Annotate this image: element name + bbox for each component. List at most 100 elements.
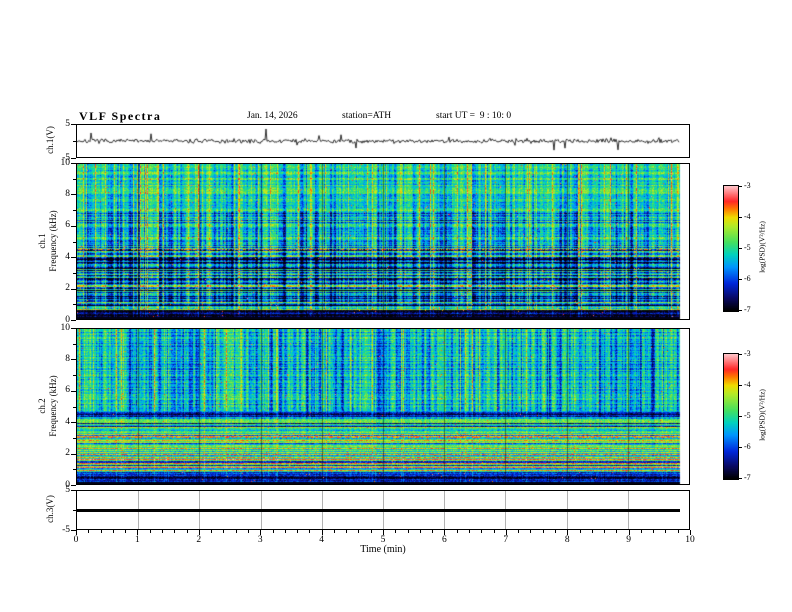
x-tick-mark	[690, 530, 691, 535]
y-tick-mark	[71, 453, 76, 455]
start-ut-label: start UT = 9 : 10: 0	[436, 111, 512, 121]
ch2-spectrogram-panel	[76, 328, 690, 485]
x-tick-mark	[321, 530, 323, 535]
x-tick-mark	[628, 530, 630, 535]
minute-gridline	[628, 491, 629, 529]
x-minor-tick-mark	[653, 530, 655, 533]
minute-gridline	[567, 491, 568, 529]
x-minor-tick-mark	[407, 530, 409, 533]
x-minor-tick-mark	[125, 530, 127, 533]
minute-gridline	[505, 491, 506, 529]
y-minor-tick-mark	[73, 343, 76, 345]
x-minor-tick-mark	[358, 530, 360, 533]
colorbar-tick-label: -3	[744, 181, 751, 190]
x-minor-tick-mark	[112, 530, 114, 533]
y-tick-label: 2	[65, 448, 70, 459]
x-minor-tick-mark	[665, 530, 667, 533]
y-tick-mark	[71, 490, 76, 491]
ch1-spec-channel-label: ch.1	[37, 233, 47, 249]
ch3-flatline-trace	[77, 509, 680, 512]
x-minor-tick-mark	[333, 530, 335, 533]
y-minor-tick-mark	[73, 210, 76, 212]
x-minor-tick-mark	[370, 530, 372, 533]
y-tick-mark	[71, 124, 76, 125]
x-minor-tick-mark	[493, 530, 495, 533]
y-tick-label: 4	[65, 251, 70, 262]
colorbar-tick-label: -7	[744, 473, 751, 482]
y-tick-label: 8	[65, 188, 70, 199]
y-tick-mark	[71, 158, 76, 159]
y-tick-label: 10	[60, 157, 71, 168]
y-tick-mark	[71, 225, 76, 227]
y-tick-label: 10	[60, 322, 71, 333]
colorbar-tick-mark	[739, 248, 742, 249]
x-minor-tick-mark	[211, 530, 213, 533]
x-minor-tick-mark	[162, 530, 163, 533]
x-tick-mark	[76, 530, 77, 535]
x-minor-tick-mark	[235, 530, 237, 533]
y-tick-mark	[71, 359, 76, 361]
date-label: Jan. 14, 2026	[247, 111, 298, 121]
y-tick-mark	[71, 422, 76, 424]
minute-gridline	[322, 491, 323, 529]
x-minor-tick-mark	[579, 530, 581, 533]
x-tick-mark	[137, 530, 139, 535]
x-tick-mark	[383, 530, 384, 535]
ch1-waveform-panel	[76, 124, 690, 158]
minute-gridline	[444, 491, 445, 529]
colorbar-lower	[723, 353, 739, 480]
y-minor-tick-mark	[73, 272, 76, 274]
plot-title: VLF Spectra	[79, 109, 162, 123]
y-minor-tick-mark	[73, 437, 76, 439]
x-minor-tick-mark	[149, 530, 151, 533]
x-tick-label: 10	[685, 535, 695, 545]
colorbar-upper-unit-label: log(PSD)(V²/Hz)	[757, 221, 767, 273]
colorbar-tick-mark	[739, 279, 742, 280]
x-minor-tick-mark	[677, 530, 679, 533]
y-tick-mark	[71, 485, 76, 486]
y-tick-label: 6	[65, 220, 70, 231]
colorbar-tick-mark	[739, 447, 742, 448]
colorbar-tick-label: -5	[744, 243, 751, 252]
colorbar-tick-label: -5	[744, 411, 751, 420]
y-tick-mark	[71, 530, 76, 531]
x-minor-tick-mark	[346, 530, 348, 533]
x-minor-tick-mark	[530, 530, 532, 533]
y-tick-mark	[71, 194, 76, 196]
y-tick-label: 5	[65, 118, 70, 129]
colorbar-tick-label: -4	[744, 212, 751, 221]
colorbar-tick-mark	[739, 478, 742, 479]
x-tick-label: 1	[135, 535, 140, 545]
colorbar-tick-label: -4	[744, 380, 751, 389]
x-minor-tick-mark	[640, 530, 642, 533]
ch1-spectrogram-panel	[76, 163, 690, 320]
y-tick-label: -5	[62, 524, 70, 535]
y-minor-tick-mark	[73, 469, 76, 471]
ch2-spectrogram-heatmap	[77, 329, 689, 484]
minute-gridline	[138, 491, 139, 529]
x-tick-label: 8	[564, 535, 570, 545]
colorbar-tick-mark	[739, 310, 742, 311]
y-minor-tick-mark	[73, 241, 76, 243]
x-minor-tick-mark	[297, 530, 298, 533]
y-tick-label: 5	[65, 484, 70, 495]
y-tick-label: 6	[65, 385, 70, 396]
y-tick-mark	[71, 328, 76, 329]
x-minor-tick-mark	[247, 530, 249, 533]
time-axis-label: Time (min)	[360, 544, 406, 555]
x-tick-label: 3	[257, 535, 263, 545]
x-minor-tick-mark	[309, 530, 311, 533]
x-minor-tick-mark	[456, 530, 458, 533]
colorbar-tick-mark	[739, 354, 742, 355]
x-minor-tick-mark	[481, 530, 483, 533]
y-tick-label: 8	[65, 353, 70, 364]
y-tick-mark	[71, 320, 76, 321]
colorbar-tick-mark	[739, 385, 742, 386]
x-tick-label: 4	[319, 535, 324, 545]
x-minor-tick-mark	[419, 530, 421, 533]
x-tick-mark	[505, 530, 507, 535]
ch3-voltage-axis-label: ch.3(V)	[45, 495, 55, 523]
colorbar-tick-mark	[739, 186, 742, 187]
colorbar-tick-label: -6	[744, 274, 751, 283]
